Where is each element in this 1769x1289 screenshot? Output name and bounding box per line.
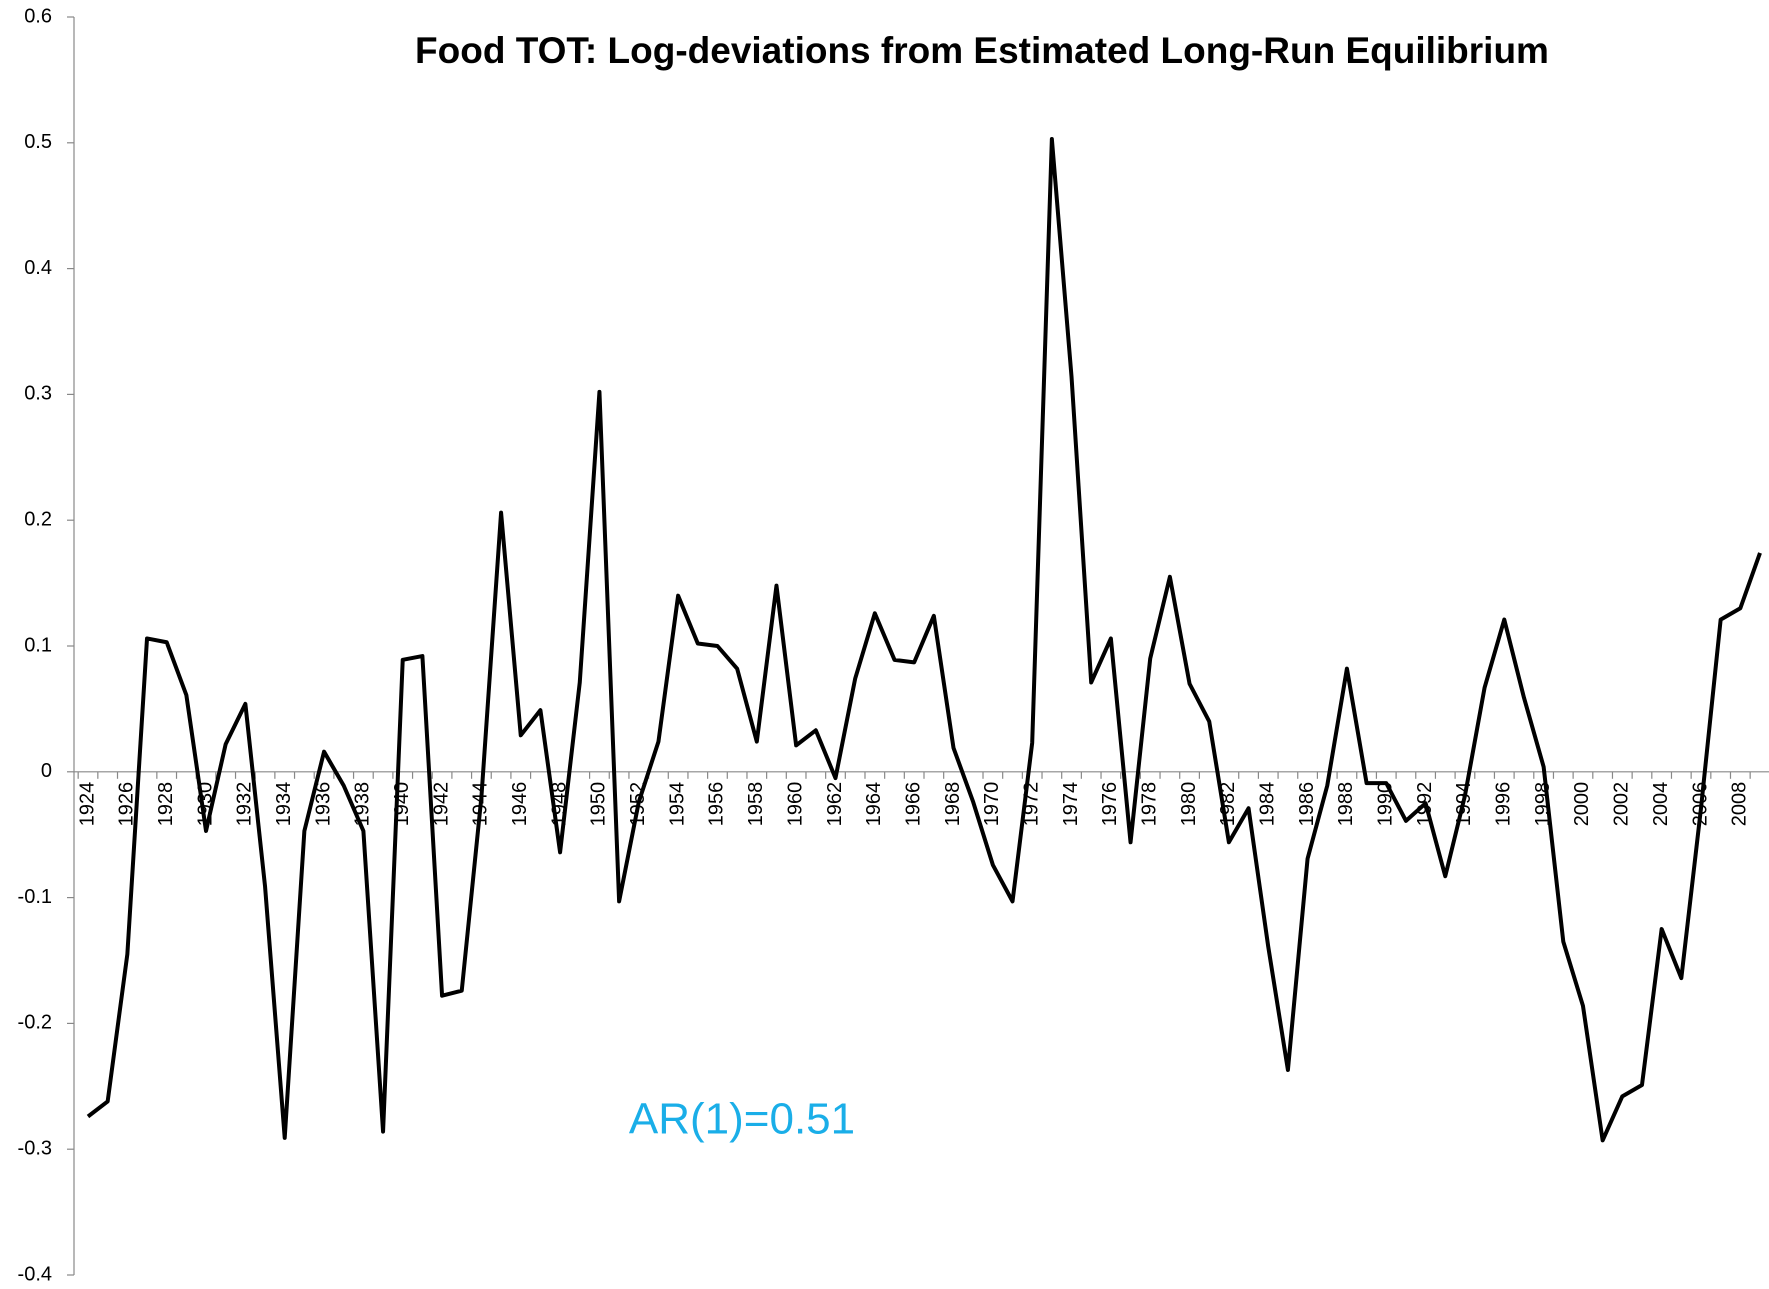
x-tick-label: 1970: [981, 782, 1003, 827]
x-tick-label: 1968: [942, 782, 964, 827]
y-tick-label: 0.4: [24, 257, 52, 279]
x-tick-label: 2002: [1611, 782, 1633, 827]
x-tick-label: 1942: [430, 782, 452, 827]
x-tick-label: 1966: [902, 782, 924, 827]
x-tick-label: 1956: [706, 782, 728, 827]
y-tick-label: 0.5: [24, 131, 52, 153]
x-tick-label: 1978: [1138, 782, 1160, 827]
x-tick-label: 1946: [509, 782, 531, 827]
x-tick-label: 1954: [666, 782, 688, 827]
x-tick-label: 1960: [784, 782, 806, 827]
x-tick-label: 1938: [352, 782, 374, 827]
y-tick-label: -0.1: [18, 886, 52, 908]
x-tick-label: 1934: [273, 782, 295, 827]
data-line: [86, 137, 1762, 1143]
annotation: AR(1)=0.51: [629, 1095, 855, 1144]
x-tick-label: 1932: [234, 782, 256, 827]
y-tick-label: 0.1: [24, 634, 52, 656]
x-tick-label: 1962: [824, 782, 846, 827]
x-tick-label: 2000: [1571, 782, 1593, 827]
x-tick-label: 1950: [588, 782, 610, 827]
y-tick-label: 0.6: [24, 5, 52, 27]
y-tick-label: 0.3: [24, 383, 52, 405]
x-tick-label: 1936: [312, 782, 334, 827]
y-tick-label: -0.4: [18, 1263, 52, 1285]
x-tick-label: 1976: [1099, 782, 1121, 827]
x-tick-label: 1980: [1178, 782, 1200, 827]
x-tick-label: 2004: [1650, 782, 1672, 827]
x-tick-label: 1928: [155, 782, 177, 827]
x-tick-label: 1990: [1375, 782, 1397, 827]
y-tick-label: 0: [41, 760, 52, 782]
y-tick-label: 0.2: [24, 508, 52, 530]
x-tick-label: 1988: [1335, 782, 1357, 827]
x-tick-label: 2008: [1729, 782, 1751, 827]
chart-title: Food TOT: Log-deviations from Estimated …: [415, 30, 1549, 71]
x-tick-label: 1964: [863, 782, 885, 827]
x-tick-label: 1996: [1493, 782, 1515, 827]
y-tick-label: -0.3: [18, 1137, 52, 1159]
x-tick-label: 1986: [1296, 782, 1318, 827]
x-tick-label: 1958: [745, 782, 767, 827]
x-tick-label: 1984: [1257, 782, 1279, 827]
x-tick-label: 1974: [1060, 782, 1082, 827]
x-tick-label: 1924: [76, 782, 98, 827]
x-tick-label: 1926: [116, 782, 138, 827]
y-tick-label: -0.2: [18, 1012, 52, 1034]
